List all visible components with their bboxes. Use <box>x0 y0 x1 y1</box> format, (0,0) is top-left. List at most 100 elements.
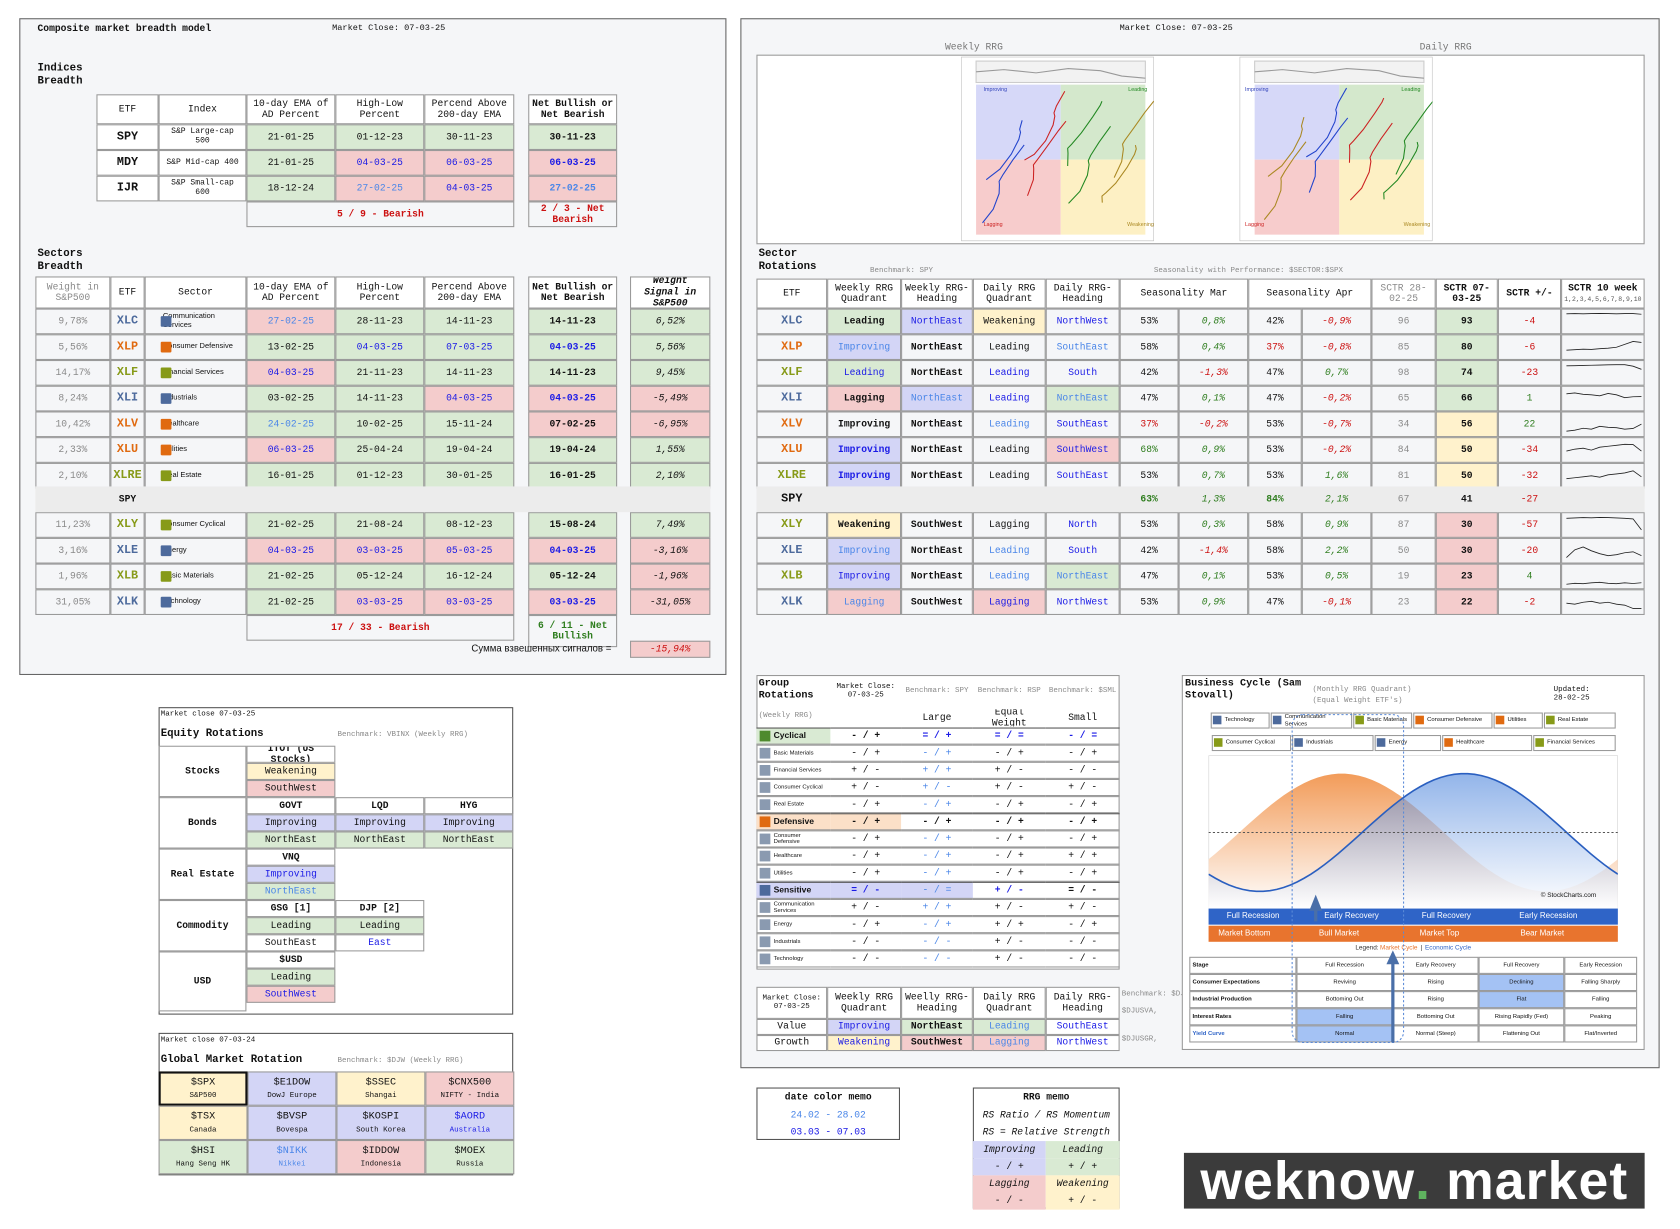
benchmark: Benchmark: VBINX (Weekly RRG) <box>337 730 469 740</box>
table-cell: NorthEast <box>901 1018 973 1036</box>
cycle-overlay <box>1291 714 1405 1044</box>
table-cell: 34 <box>1371 411 1436 438</box>
table-cell: 19-04-24 <box>528 437 618 463</box>
rrg-tail <box>1306 87 1348 158</box>
market-cell <box>158 1071 248 1106</box>
table-cell: Leading <box>972 1018 1046 1036</box>
sector-tag: Technology <box>1210 712 1270 729</box>
table-cell: NorthWest <box>1045 589 1120 616</box>
table-cell: 14-11-23 <box>424 360 515 386</box>
group-value: + / + <box>901 898 973 917</box>
market-name: Bovespa <box>276 1126 308 1135</box>
group-value: - / + <box>1045 864 1120 882</box>
asset-cell: NorthEast <box>424 831 514 849</box>
sparkline <box>1561 334 1645 361</box>
table-cell: 47% <box>1248 589 1302 616</box>
table-cell: 1,96% <box>35 563 111 590</box>
table-cell: 42% <box>1119 537 1179 564</box>
table-cell: 04-03-25 <box>335 334 425 361</box>
table-cell: XLK <box>110 589 145 616</box>
group-value: - / + <box>830 796 902 814</box>
quadrant <box>1254 159 1340 235</box>
table-cell: 06-03-25 <box>246 437 336 463</box>
table-cell: 03-03-25 <box>424 589 515 616</box>
table-cell: SouthEast <box>1045 1018 1120 1036</box>
table-cell: Leading <box>972 411 1046 438</box>
spy-cell: -27 <box>1520 493 1539 505</box>
rrg-tail <box>1308 117 1349 193</box>
asset-cell: SouthEast <box>246 934 336 952</box>
rrg-frame <box>756 54 1645 245</box>
group-value: - / + <box>1045 830 1120 848</box>
group-name: Consumer Defensive <box>756 830 831 848</box>
table-cell: XLC <box>110 308 145 335</box>
summary: 5 / 9 - Bearish <box>246 201 515 228</box>
spy-cell: 41 <box>1460 493 1473 505</box>
economic-bar <box>1208 908 1618 925</box>
table-cell: 04-03-25 <box>528 385 618 412</box>
table-cell: 14-11-23 <box>424 308 515 335</box>
economic-phase: Early Recovery <box>1324 910 1379 921</box>
spy-row <box>756 486 1645 513</box>
market-cell <box>158 1105 248 1141</box>
section-label: Sector Rotations <box>758 248 817 274</box>
group-value: - / = <box>1045 727 1120 745</box>
table-cell: -3,16% <box>630 537 711 564</box>
rrg-tail <box>1383 141 1419 200</box>
cycle-table-cell: Declining <box>1478 973 1565 992</box>
group-value: - / + <box>830 864 902 882</box>
sparkline-axis: 1,2,3,4,5,6,7,8,9,10 <box>1564 295 1642 304</box>
table-cell: 21-02-25 <box>246 512 336 538</box>
table-cell: Improving <box>827 1018 902 1036</box>
memo-cell: + / + <box>1045 1158 1120 1176</box>
table-cell: 3,16% <box>35 537 111 564</box>
market-cell <box>158 1140 248 1175</box>
table-cell: -4 <box>1497 308 1562 335</box>
market-ticker: $HSI <box>190 1143 216 1156</box>
economic-phase: Full Recession <box>1226 910 1280 921</box>
group-value: - / - <box>830 933 902 951</box>
sparkline-line <box>1566 581 1642 585</box>
table-cell: -1,3% <box>1178 360 1249 386</box>
table-cell: 1,55% <box>630 437 711 463</box>
sector-icon <box>160 519 172 531</box>
spy-cell: SPY <box>781 492 803 506</box>
group-value: - / + <box>830 813 902 831</box>
asset-cell: Weakening <box>246 762 336 781</box>
table-cell: 5,56% <box>630 334 711 361</box>
table-cell: Weakening <box>972 308 1046 335</box>
column-header: SCTR 07-03-25 <box>1435 278 1498 309</box>
legend-text: Economic Cycle <box>1425 945 1472 952</box>
sector-tag: Basic Materials <box>1353 712 1413 729</box>
table-cell: XLC <box>756 308 828 335</box>
memo-cell: + / - <box>1045 1192 1120 1210</box>
group-icon <box>759 902 771 913</box>
table-cell: Healthcare <box>144 411 247 438</box>
column-header: Seasonality Mar <box>1119 278 1249 309</box>
memo-line: RS Ratio / RS Momentum <box>982 1109 1110 1121</box>
table-cell: Leading <box>972 563 1046 590</box>
benchmark: Benchmark: SPY <box>870 266 934 276</box>
table-cell: 08-12-23 <box>424 512 515 538</box>
market-close: Market Close: 07-03-25 <box>836 682 895 700</box>
price-strip <box>975 60 1146 84</box>
table-cell: XLE <box>756 537 828 564</box>
quadrant-label: Lagging <box>1245 221 1265 229</box>
table-cell: -0,9% <box>1301 308 1372 335</box>
equity-table <box>158 707 514 1015</box>
table-cell: Weakening <box>827 512 902 538</box>
sector-icon <box>1495 715 1505 725</box>
column-header: Seasonality Apr <box>1248 278 1372 309</box>
rrg-tail <box>1068 126 1111 204</box>
group-value: - / + <box>1045 744 1120 762</box>
net-signal: 27-02-25 <box>528 175 618 202</box>
table-cell: -1,96% <box>630 563 711 590</box>
group-value: = / - <box>830 881 902 899</box>
table-cell: Improving <box>827 563 902 590</box>
sparkline-line <box>1566 392 1642 399</box>
legend-text: Market Cycle <box>1380 945 1418 952</box>
table-cell: XLU <box>110 437 145 463</box>
group-value: - / + <box>830 916 902 934</box>
table-cell: 03-03-25 <box>335 589 425 616</box>
table-cell: -6 <box>1497 334 1562 361</box>
